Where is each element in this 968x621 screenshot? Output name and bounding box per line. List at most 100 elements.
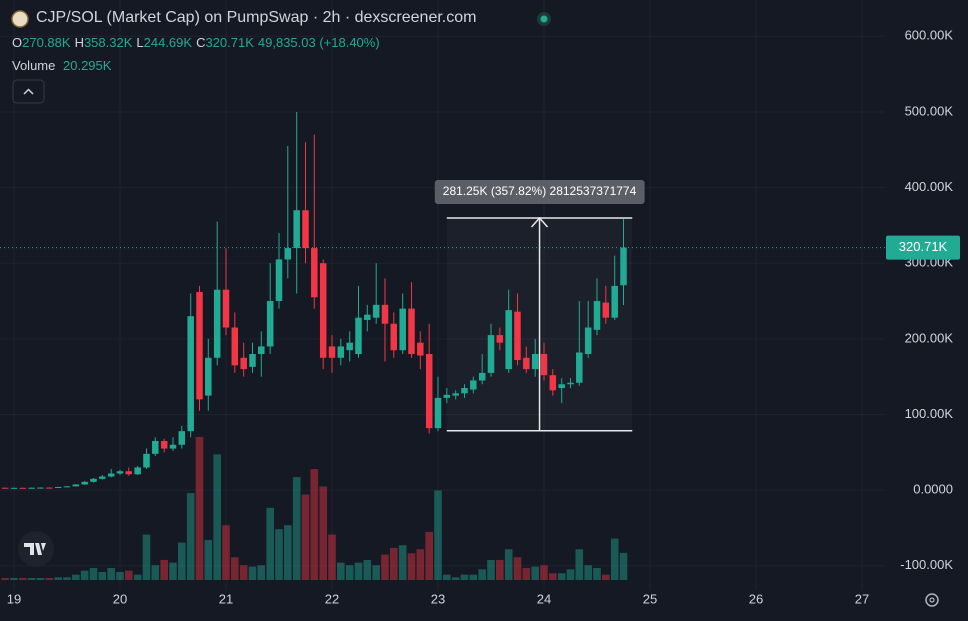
candle-body <box>249 354 256 367</box>
volume-bar <box>10 577 18 580</box>
volume-bar <box>195 437 204 580</box>
candle-body <box>576 352 583 383</box>
candle-body <box>505 310 512 370</box>
ohlc-value: 270.88K <box>22 35 71 50</box>
volume-bar <box>363 559 372 580</box>
change-value: 49,835.03 (+18.40%) <box>257 35 380 50</box>
volume-bar <box>63 577 71 580</box>
candle-body <box>443 394 451 398</box>
volume-bar <box>434 490 442 580</box>
candle-body <box>231 327 239 366</box>
last-price-tag <box>886 235 960 260</box>
last-price-label: 320.71K <box>899 239 948 254</box>
token-logo <box>11 10 29 28</box>
x-tick-label: 24 <box>537 591 551 606</box>
candle-body <box>319 263 327 358</box>
candle-body <box>514 311 521 361</box>
volume-bar <box>557 573 566 580</box>
candle-body <box>72 484 80 487</box>
candle-body <box>417 342 424 356</box>
ohlc-label: C <box>196 35 206 50</box>
y-tick-label: 600.00K <box>905 28 954 43</box>
candle-body <box>28 487 35 489</box>
volume-bar <box>160 559 168 580</box>
candle-body <box>160 440 168 449</box>
volume-bar <box>169 562 177 580</box>
volume-bar <box>495 559 504 580</box>
candle-body <box>311 248 318 298</box>
volume-bar <box>336 562 345 580</box>
candle-body <box>107 473 115 477</box>
volume-value: 20.295K <box>63 58 112 73</box>
volume-bar <box>354 562 363 580</box>
volume-bar <box>531 566 539 580</box>
candle-body <box>152 440 159 454</box>
candle-body <box>302 210 309 249</box>
candle-body <box>434 397 442 429</box>
volume-bar <box>266 507 274 580</box>
volume-bar <box>610 538 619 580</box>
volume-bar <box>124 570 133 580</box>
volume-bar <box>1 577 9 580</box>
candle-body <box>99 476 106 479</box>
volume-bar <box>460 574 469 580</box>
volume-bar <box>328 534 336 580</box>
x-tick-label: 25 <box>643 591 657 606</box>
ohlc-label: O <box>12 35 23 50</box>
volume-bar <box>292 477 301 580</box>
candle-body <box>169 444 177 449</box>
measure-arrowhead <box>530 216 549 228</box>
status-dot <box>540 15 548 23</box>
y-tick-label: 100.00K <box>905 406 954 421</box>
volume-bar <box>345 565 354 580</box>
volume-bar <box>407 553 416 580</box>
x-tick-label: 26 <box>749 591 763 606</box>
volume-legend: Volume 20.295K <box>12 58 115 73</box>
candle-body <box>602 302 610 318</box>
candle-body <box>372 304 380 318</box>
volume-bar <box>98 571 107 580</box>
volume-bar <box>275 529 283 580</box>
candle-body <box>584 327 592 354</box>
volume-bar <box>107 567 115 580</box>
candle-body <box>381 304 389 324</box>
candle-body <box>125 471 133 475</box>
candle-body <box>187 316 194 432</box>
candle-body <box>496 335 504 343</box>
x-tick-label: 27 <box>855 591 869 606</box>
volume-bar <box>71 574 80 580</box>
volume-bar <box>425 531 433 580</box>
candle-body <box>531 354 539 370</box>
volume-bar <box>398 545 407 580</box>
volume-bar <box>257 565 266 580</box>
candle-body <box>46 487 53 489</box>
ohlc-value: 244.69K <box>143 35 193 50</box>
candle-body <box>275 259 283 302</box>
candle-body <box>143 453 150 468</box>
volume-bar <box>513 557 522 580</box>
volume-bar <box>18 577 27 580</box>
candle-body <box>196 291 203 400</box>
tv-logo-bg <box>18 531 54 567</box>
candle-body <box>178 431 186 445</box>
candle-body <box>90 478 97 482</box>
volume-bar <box>416 549 425 580</box>
settings-gear[interactable] <box>925 593 939 607</box>
volume-bar <box>601 574 610 580</box>
ohlc-legend: O270.88K H358.32K L244.69K C320.71K 49,835.0… <box>12 35 384 50</box>
x-tick-label: 20 <box>113 591 127 606</box>
candle-body <box>620 247 627 286</box>
volume-bar <box>36 577 45 580</box>
candle-body <box>293 210 300 249</box>
candle-body <box>54 486 62 488</box>
volume-bar <box>213 454 221 580</box>
collapse-button[interactable] <box>12 79 45 104</box>
y-tick-label: -100.00K <box>900 557 953 572</box>
tv-logo <box>24 543 46 555</box>
volume-bar <box>248 566 257 580</box>
y-tick-label: 500.00K <box>905 103 954 118</box>
volume-label: Volume <box>12 58 56 73</box>
volume-bar <box>522 567 531 580</box>
